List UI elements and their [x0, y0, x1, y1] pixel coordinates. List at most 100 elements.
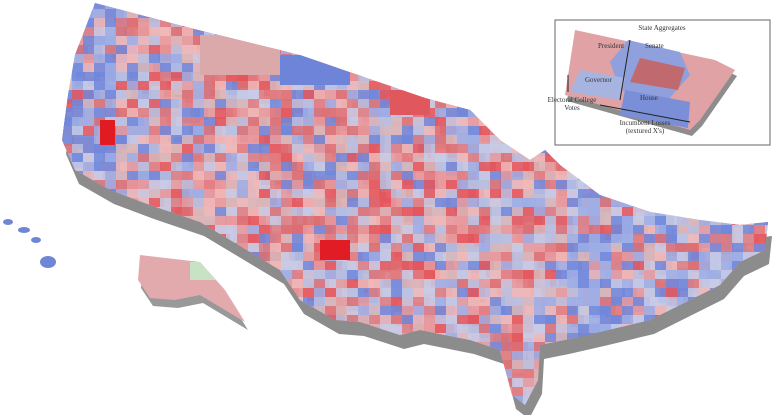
county	[380, 261, 398, 272]
county	[72, 351, 96, 363]
county	[721, 3, 740, 18]
county	[413, 9, 435, 27]
county	[369, 18, 391, 32]
county	[347, 171, 368, 180]
county	[743, 207, 757, 225]
county	[281, 315, 302, 330]
county	[193, 306, 207, 317]
county	[512, 18, 526, 29]
county	[721, 198, 735, 212]
county	[281, 342, 298, 351]
county	[182, 306, 199, 322]
county	[72, 333, 85, 347]
county	[754, 315, 768, 330]
county	[182, 333, 202, 350]
county	[435, 9, 451, 21]
county	[303, 369, 327, 384]
county	[611, 342, 630, 357]
county	[281, 18, 299, 31]
county	[171, 405, 192, 415]
county	[424, 369, 443, 386]
county	[138, 117, 150, 126]
county	[182, 342, 202, 359]
county	[94, 252, 110, 267]
county	[721, 387, 737, 401]
county	[149, 3, 163, 17]
county	[380, 3, 402, 10]
county	[402, 198, 413, 207]
county	[237, 405, 250, 415]
county	[589, 279, 600, 295]
county	[567, 360, 583, 369]
county	[72, 378, 90, 391]
county	[303, 126, 314, 138]
county	[270, 162, 288, 171]
county	[699, 315, 720, 324]
county	[523, 117, 545, 126]
county	[567, 279, 587, 288]
county	[710, 342, 728, 359]
county	[237, 180, 254, 190]
county	[677, 198, 689, 212]
county	[457, 333, 469, 344]
county	[259, 180, 275, 189]
county	[116, 342, 132, 359]
county	[765, 144, 768, 155]
county	[666, 261, 677, 277]
county	[325, 18, 336, 30]
county	[468, 405, 479, 415]
county	[380, 207, 397, 216]
county	[193, 315, 214, 330]
county	[127, 378, 141, 392]
county	[479, 81, 494, 91]
county	[62, 162, 67, 179]
county	[391, 216, 404, 226]
county	[743, 360, 759, 377]
county	[369, 198, 383, 208]
county	[94, 261, 106, 275]
county	[468, 180, 488, 191]
county	[732, 342, 744, 355]
county	[160, 387, 180, 403]
county	[523, 162, 539, 173]
county	[292, 9, 314, 22]
county	[204, 342, 220, 353]
county	[600, 306, 614, 317]
county	[622, 234, 634, 245]
county	[501, 108, 521, 118]
county	[62, 387, 75, 397]
county	[270, 360, 290, 374]
county	[215, 261, 233, 278]
county	[402, 387, 419, 399]
county	[160, 18, 181, 28]
county	[62, 279, 65, 292]
county	[127, 360, 151, 374]
county	[292, 3, 309, 17]
county	[336, 126, 349, 136]
county	[358, 3, 375, 9]
county	[556, 9, 573, 18]
county	[259, 18, 275, 28]
county	[523, 144, 535, 158]
county	[171, 306, 188, 321]
county	[94, 144, 106, 154]
county	[259, 162, 271, 172]
county	[457, 3, 474, 12]
county	[127, 99, 138, 112]
county	[237, 90, 258, 99]
county	[545, 369, 560, 387]
county	[600, 171, 617, 180]
county	[292, 324, 307, 334]
county	[270, 27, 288, 45]
county	[292, 279, 309, 289]
county	[347, 3, 365, 17]
county	[490, 405, 508, 415]
county	[457, 63, 470, 76]
county	[215, 324, 236, 341]
county	[336, 45, 354, 54]
county	[435, 36, 453, 53]
county	[523, 90, 537, 104]
county	[105, 306, 116, 320]
county	[204, 3, 221, 17]
county	[754, 396, 768, 405]
